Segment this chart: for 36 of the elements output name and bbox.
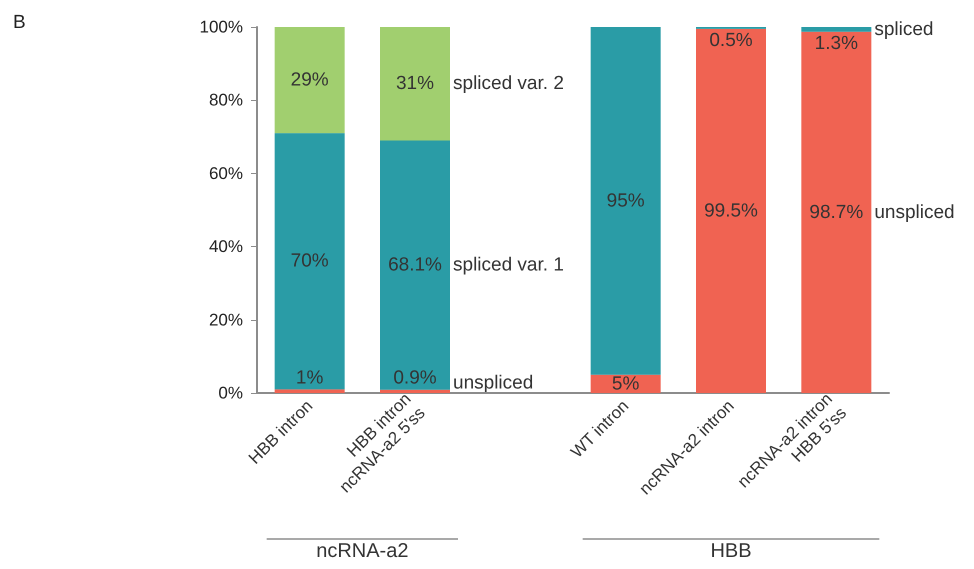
data-label: 99.5% bbox=[704, 200, 758, 222]
data-label: 68.1% bbox=[388, 254, 442, 276]
bar bbox=[380, 390, 450, 393]
data-label: 98.7% bbox=[809, 202, 864, 223]
annotation: unspliced bbox=[453, 372, 534, 394]
data-label: 0.5% bbox=[709, 30, 753, 51]
annotation: spliced bbox=[874, 18, 934, 40]
y-tick-label: 60% bbox=[208, 164, 243, 183]
y-tick-label: 0% bbox=[218, 384, 243, 402]
data-label: 1.3% bbox=[814, 32, 858, 54]
bar bbox=[380, 140, 450, 390]
y-tick-label: 80% bbox=[208, 90, 243, 110]
annotation: unspliced bbox=[874, 202, 955, 223]
data-label: 1% bbox=[296, 367, 324, 388]
y-tick-label: 40% bbox=[208, 237, 243, 256]
bar bbox=[801, 27, 872, 32]
data-label: 95% bbox=[606, 190, 645, 212]
bar bbox=[380, 27, 450, 140]
y-tick-label: 100% bbox=[200, 18, 243, 36]
data-label: 31% bbox=[396, 73, 434, 94]
bar bbox=[696, 28, 766, 393]
bar bbox=[274, 133, 345, 390]
bar bbox=[801, 32, 872, 393]
data-label: 5% bbox=[612, 373, 640, 394]
annotation: spliced var. 1 bbox=[453, 254, 564, 276]
text: B bbox=[13, 12, 26, 33]
bar bbox=[590, 27, 661, 375]
annotation: spliced var. 2 bbox=[453, 73, 564, 94]
text: HBB bbox=[710, 540, 752, 562]
text: ncRNA-a2 bbox=[316, 540, 408, 562]
y-tick-label: 20% bbox=[208, 310, 243, 330]
data-label: 70% bbox=[290, 250, 329, 272]
data-label: 29% bbox=[290, 70, 329, 91]
data-label: 0.9% bbox=[393, 368, 437, 389]
bar bbox=[274, 27, 345, 134]
bar bbox=[274, 389, 345, 393]
